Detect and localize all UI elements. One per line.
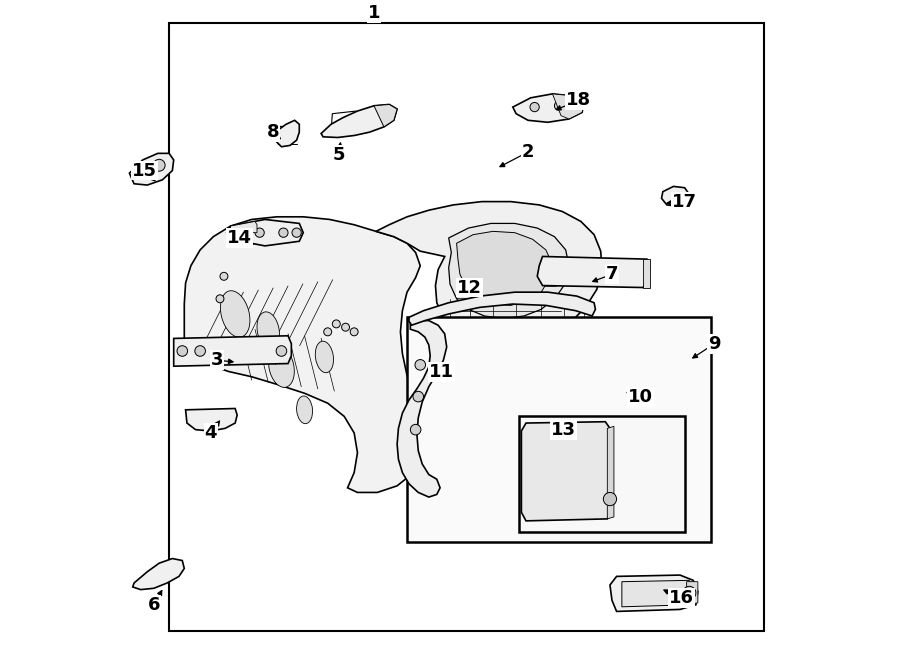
Polygon shape — [277, 120, 300, 147]
Circle shape — [350, 328, 358, 336]
Circle shape — [332, 320, 340, 328]
Circle shape — [410, 424, 421, 435]
Text: 3: 3 — [212, 351, 223, 369]
Circle shape — [292, 228, 302, 237]
Text: 2: 2 — [522, 143, 535, 161]
Circle shape — [153, 159, 165, 171]
Polygon shape — [456, 231, 553, 305]
Circle shape — [255, 228, 265, 237]
Polygon shape — [376, 202, 602, 344]
Text: 4: 4 — [204, 424, 217, 442]
Text: 6: 6 — [148, 596, 160, 614]
Polygon shape — [608, 426, 614, 519]
Circle shape — [135, 167, 147, 179]
Circle shape — [279, 228, 288, 237]
Ellipse shape — [315, 341, 334, 373]
Circle shape — [216, 295, 224, 303]
Bar — [519, 416, 685, 532]
Circle shape — [413, 391, 424, 402]
Polygon shape — [409, 292, 596, 325]
Text: 10: 10 — [628, 387, 652, 406]
Circle shape — [683, 586, 696, 600]
Polygon shape — [687, 582, 698, 605]
Circle shape — [415, 360, 426, 370]
Polygon shape — [227, 219, 303, 246]
Text: 11: 11 — [429, 363, 454, 381]
Text: 15: 15 — [132, 161, 157, 180]
Text: 5: 5 — [333, 146, 346, 165]
Polygon shape — [622, 580, 689, 607]
Text: 7: 7 — [606, 265, 618, 284]
Circle shape — [530, 102, 539, 112]
Polygon shape — [662, 186, 689, 206]
Circle shape — [195, 346, 205, 356]
Ellipse shape — [220, 291, 250, 337]
Bar — [407, 317, 711, 542]
Text: 13: 13 — [551, 420, 576, 439]
Polygon shape — [449, 223, 569, 319]
Text: 18: 18 — [566, 91, 591, 110]
Text: 12: 12 — [457, 278, 482, 297]
Text: 8: 8 — [266, 123, 279, 141]
Polygon shape — [521, 422, 612, 521]
Circle shape — [276, 346, 287, 356]
Polygon shape — [553, 94, 583, 119]
Text: 1: 1 — [368, 4, 380, 22]
Polygon shape — [321, 104, 397, 137]
Circle shape — [603, 492, 616, 506]
Polygon shape — [230, 221, 257, 233]
Polygon shape — [643, 259, 650, 288]
Circle shape — [554, 101, 563, 110]
Polygon shape — [130, 153, 174, 185]
Polygon shape — [537, 256, 650, 288]
Polygon shape — [397, 321, 446, 497]
Polygon shape — [513, 94, 583, 122]
Text: 14: 14 — [228, 229, 252, 247]
Polygon shape — [184, 217, 422, 492]
Polygon shape — [374, 104, 397, 127]
Text: 16: 16 — [669, 589, 694, 607]
Ellipse shape — [268, 346, 294, 387]
Circle shape — [342, 323, 349, 331]
Circle shape — [324, 328, 332, 336]
Circle shape — [235, 228, 245, 237]
Polygon shape — [185, 408, 238, 431]
Ellipse shape — [297, 396, 312, 424]
Polygon shape — [132, 559, 184, 590]
Text: 17: 17 — [672, 192, 698, 211]
Text: 9: 9 — [708, 334, 721, 353]
Ellipse shape — [257, 312, 280, 349]
Polygon shape — [174, 336, 292, 366]
Circle shape — [220, 272, 228, 280]
Polygon shape — [610, 575, 698, 611]
Circle shape — [177, 346, 187, 356]
